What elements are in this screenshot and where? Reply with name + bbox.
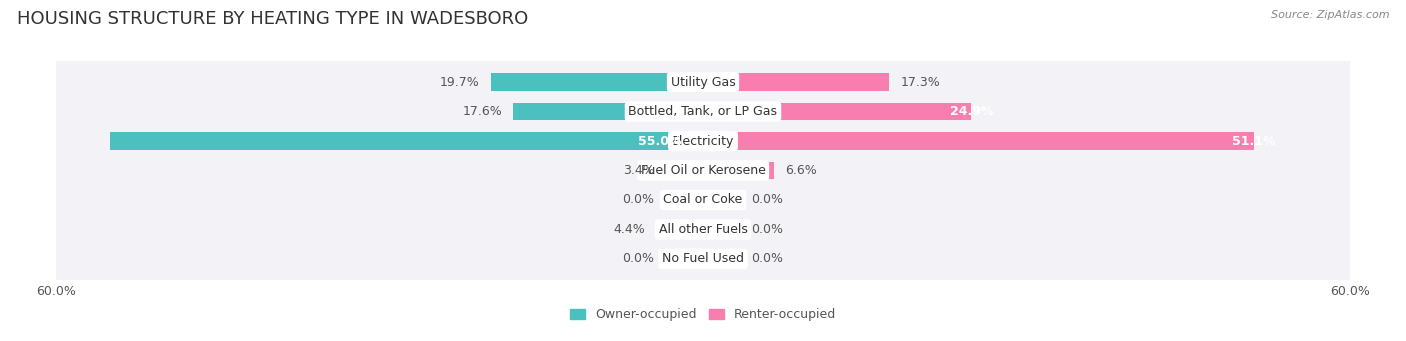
Text: 0.0%: 0.0% (752, 193, 783, 207)
Bar (491, 73, 703, 91)
Bar (703, 162, 775, 179)
Bar (703, 103, 972, 120)
Text: 17.3%: 17.3% (900, 75, 941, 89)
Text: HOUSING STRUCTURE BY HEATING TYPE IN WADESBORO: HOUSING STRUCTURE BY HEATING TYPE IN WAD… (17, 10, 529, 28)
Text: 4.4%: 4.4% (613, 223, 645, 236)
FancyBboxPatch shape (42, 177, 1364, 223)
Text: Fuel Oil or Kerosene: Fuel Oil or Kerosene (641, 164, 765, 177)
Text: 6.6%: 6.6% (785, 164, 817, 177)
Bar (703, 73, 890, 91)
Bar (703, 221, 741, 238)
Bar (703, 250, 741, 268)
Text: 55.0%: 55.0% (638, 134, 682, 148)
Text: All other Fuels: All other Fuels (658, 223, 748, 236)
Text: Bottled, Tank, or LP Gas: Bottled, Tank, or LP Gas (628, 105, 778, 118)
Bar (665, 250, 703, 268)
Bar (655, 221, 703, 238)
Text: 0.0%: 0.0% (752, 223, 783, 236)
Text: 19.7%: 19.7% (440, 75, 479, 89)
FancyBboxPatch shape (42, 148, 1364, 193)
Legend: Owner-occupied, Renter-occupied: Owner-occupied, Renter-occupied (569, 308, 837, 321)
Text: Utility Gas: Utility Gas (671, 75, 735, 89)
Bar (513, 103, 703, 120)
Text: 0.0%: 0.0% (623, 252, 654, 266)
FancyBboxPatch shape (42, 118, 1364, 164)
Bar (665, 191, 703, 209)
Text: 51.1%: 51.1% (1232, 134, 1275, 148)
Text: 17.6%: 17.6% (463, 105, 502, 118)
FancyBboxPatch shape (42, 59, 1364, 105)
Bar (110, 132, 703, 150)
Text: Electricity: Electricity (672, 134, 734, 148)
Text: 0.0%: 0.0% (623, 193, 654, 207)
Text: Source: ZipAtlas.com: Source: ZipAtlas.com (1271, 10, 1389, 20)
FancyBboxPatch shape (42, 89, 1364, 134)
FancyBboxPatch shape (42, 207, 1364, 252)
Text: No Fuel Used: No Fuel Used (662, 252, 744, 266)
Text: 0.0%: 0.0% (752, 252, 783, 266)
Text: 3.4%: 3.4% (623, 164, 654, 177)
Bar (665, 162, 703, 179)
Text: Coal or Coke: Coal or Coke (664, 193, 742, 207)
Bar (703, 191, 741, 209)
FancyBboxPatch shape (42, 236, 1364, 282)
Bar (703, 132, 1254, 150)
Text: 24.9%: 24.9% (950, 105, 993, 118)
